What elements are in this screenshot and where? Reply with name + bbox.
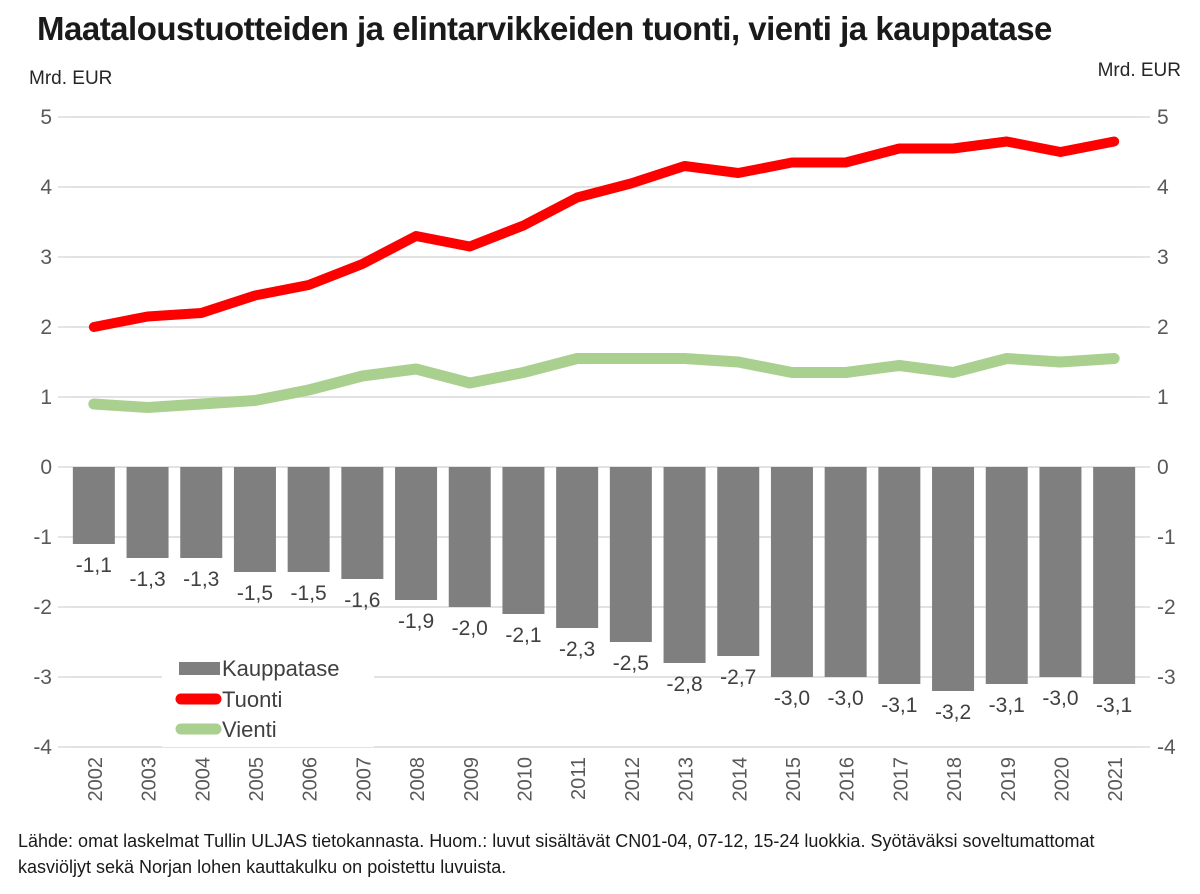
x-axis-label-2008: 2008 — [407, 757, 429, 802]
x-axis-label-2010: 2010 — [514, 757, 536, 802]
bar-label-2015: -3,0 — [774, 687, 810, 710]
bar-label-2013: -2,8 — [666, 673, 702, 696]
y-axis-label-right: 4 — [1157, 176, 1169, 199]
bar-label-2002: -1,1 — [76, 554, 112, 577]
bar-2004 — [180, 467, 223, 558]
chart-title: Maataloustuotteiden ja elintarvikkeiden … — [37, 10, 1052, 47]
y-axis-label-right: -3 — [1157, 666, 1176, 689]
bar-2007 — [341, 467, 384, 579]
x-axis-label-2016: 2016 — [837, 757, 859, 802]
y-axis-label-right: 0 — [1157, 456, 1169, 479]
y-axis-unit-left: Mrd. EUR — [29, 68, 113, 89]
y-axis-unit-right: Mrd. EUR — [1097, 60, 1181, 81]
y-axis-label-right: 2 — [1157, 316, 1169, 339]
x-axis-label-2015: 2015 — [783, 757, 805, 802]
y-axis-label-left: -1 — [33, 526, 52, 549]
y-axis-label-right: -4 — [1157, 736, 1176, 759]
x-axis-label-2014: 2014 — [729, 757, 751, 802]
source-footnote: Lähde: omat laskelmat Tullin ULJAS tieto… — [18, 828, 1188, 880]
bar-2009 — [448, 467, 491, 607]
x-axis-label-2003: 2003 — [139, 757, 161, 802]
bar-2016 — [824, 467, 867, 677]
x-axis-label-2012: 2012 — [622, 757, 644, 802]
bar-label-2021: -3,1 — [1096, 694, 1132, 717]
bar-label-2014: -2,7 — [720, 666, 756, 689]
x-axis-label-2020: 2020 — [1051, 757, 1073, 802]
bar-2018 — [932, 467, 975, 691]
bar-2021 — [1093, 467, 1136, 684]
bar-2014 — [717, 467, 760, 656]
bar-label-2018: -3,2 — [935, 701, 971, 724]
x-axis-label-2011: 2011 — [568, 757, 590, 800]
footnote-line-1: Lähde: omat laskelmat Tullin ULJAS tieto… — [18, 831, 1095, 851]
y-axis-label-left: 4 — [40, 176, 52, 199]
bar-2020 — [1039, 467, 1082, 677]
bar-2012 — [609, 467, 652, 642]
y-axis-label-right: 3 — [1157, 246, 1169, 269]
bar-label-2010: -2,1 — [505, 624, 541, 647]
bar-label-2008: -1,9 — [398, 610, 434, 633]
bar-label-2004: -1,3 — [183, 568, 219, 591]
x-axis-label-2006: 2006 — [300, 757, 322, 802]
y-axis-label-left: -3 — [33, 666, 52, 689]
bar-label-2017: -3,1 — [881, 694, 917, 717]
bar-2013 — [663, 467, 706, 663]
bar-2008 — [395, 467, 438, 600]
bar-label-2011: -2,3 — [559, 638, 595, 661]
legend-label-tuonti: Tuonti — [222, 687, 282, 712]
y-axis-label-left: 1 — [40, 386, 52, 409]
y-axis-label-right: 1 — [1157, 386, 1169, 409]
bar-label-2009: -2,0 — [452, 617, 488, 640]
x-axis-label-2013: 2013 — [676, 757, 698, 802]
bar-label-2020: -3,0 — [1042, 687, 1078, 710]
bar-label-2003: -1,3 — [129, 568, 165, 591]
bar-label-2007: -1,6 — [344, 589, 380, 612]
y-axis-label-left: 0 — [40, 456, 52, 479]
bar-label-2006: -1,5 — [291, 582, 327, 605]
y-axis-label-right: 5 — [1157, 106, 1169, 129]
bar-2019 — [985, 467, 1028, 684]
legend-label-vienti: Vienti — [222, 717, 277, 742]
bar-2015 — [770, 467, 813, 677]
x-axis-label-2005: 2005 — [246, 757, 268, 802]
bar-label-2016: -3,0 — [828, 687, 864, 710]
bar-label-2012: -2,5 — [613, 652, 649, 675]
y-axis-label-left: 3 — [40, 246, 52, 269]
x-axis-label-2021: 2021 — [1105, 757, 1127, 802]
x-axis-label-2018: 2018 — [944, 757, 966, 802]
bar-2005 — [233, 467, 276, 572]
y-axis-label-left: 2 — [40, 316, 52, 339]
y-axis-label-left: -4 — [33, 736, 52, 759]
bar-2006 — [287, 467, 330, 572]
vienti-line — [88, 353, 1120, 413]
bar-2002 — [72, 467, 115, 544]
bar-2017 — [878, 467, 921, 684]
x-axis-label-2009: 2009 — [461, 757, 483, 802]
x-axis-label-2017: 2017 — [890, 757, 912, 802]
y-axis-label-right: -2 — [1157, 596, 1176, 619]
bar-label-2005: -1,5 — [237, 582, 273, 605]
x-axis-label-2004: 2004 — [192, 757, 214, 802]
x-axis-label-2007: 2007 — [353, 757, 375, 802]
legend-swatch-kauppatase — [179, 662, 220, 675]
bar-2003 — [126, 467, 169, 558]
x-axis-label-2019: 2019 — [998, 757, 1020, 802]
y-axis-label-right: -1 — [1157, 526, 1176, 549]
bar-2010 — [502, 467, 545, 614]
y-axis-label-left: 5 — [40, 106, 52, 129]
bar-2011 — [556, 467, 599, 628]
bar-label-2019: -3,1 — [989, 694, 1025, 717]
x-axis-label-2002: 2002 — [85, 757, 107, 802]
tuonti-line — [88, 136, 1120, 332]
legend-label-kauppatase: Kauppatase — [222, 656, 339, 681]
y-axis-label-left: -2 — [33, 596, 52, 619]
footnote-line-2: kasviöljyt sekä Norjan lohen kauttakulku… — [18, 857, 507, 877]
